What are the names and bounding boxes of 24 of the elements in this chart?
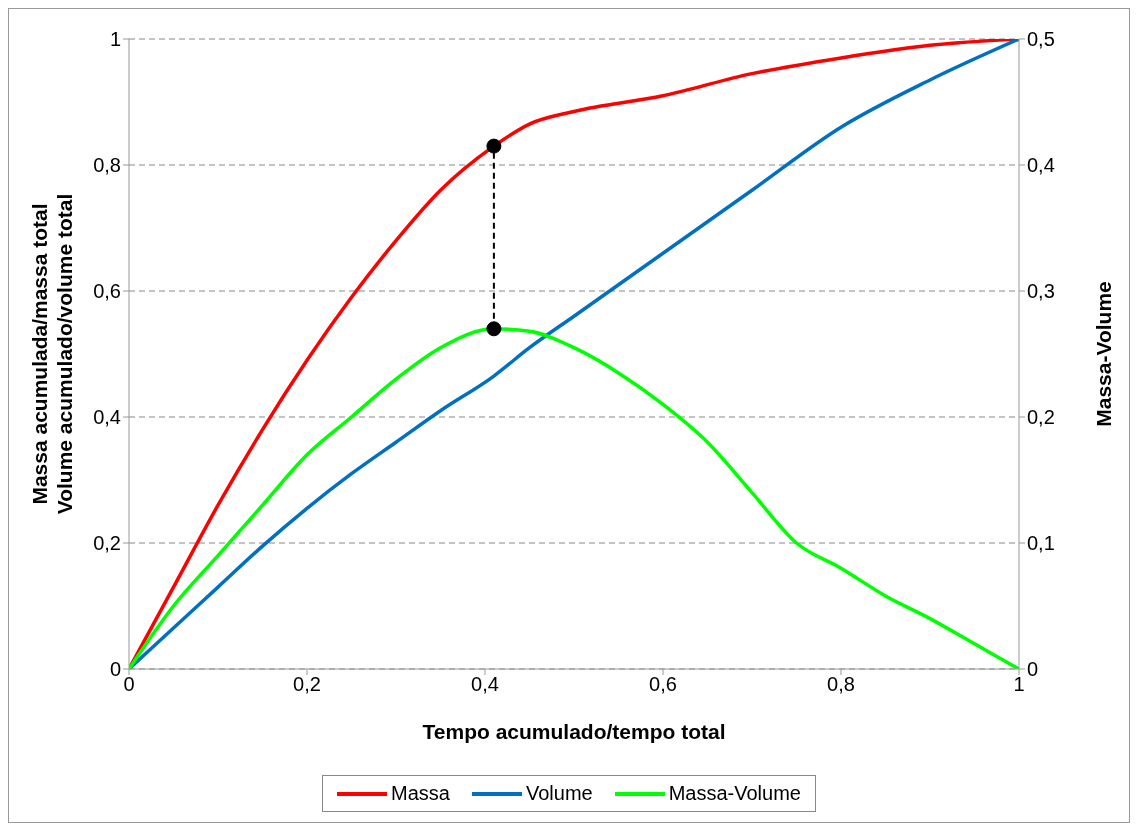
y-tick-label: 0,4 bbox=[93, 406, 121, 429]
y2-tick-label: 0,1 bbox=[1027, 532, 1055, 555]
y2-tick-label: 0,2 bbox=[1027, 406, 1055, 429]
x-axis-title: Tempo acumulado/tempo total bbox=[422, 720, 726, 743]
legend-label: Massa bbox=[391, 782, 450, 805]
y-tick-label: 0,6 bbox=[93, 280, 121, 303]
x-tick-label: 0,2 bbox=[293, 673, 321, 696]
y-tick-label: 0,8 bbox=[93, 154, 121, 177]
y-tick-label: 1 bbox=[109, 28, 121, 51]
x-tick-label: 1 bbox=[1013, 673, 1025, 696]
x-tick-label: 0 bbox=[123, 673, 135, 696]
legend-label: Massa-Volume bbox=[668, 782, 801, 805]
x-tick-label: 0,8 bbox=[827, 673, 855, 696]
y2-tick-label: 0,5 bbox=[1027, 28, 1055, 51]
y2-tick-label: 0 bbox=[1027, 658, 1039, 681]
x-tick-label: 0,4 bbox=[471, 673, 499, 696]
y2-axis-title: Massa-Volume bbox=[1092, 281, 1116, 427]
x-tick-label: 0,6 bbox=[649, 673, 677, 696]
y2-tick-label: 0,3 bbox=[1027, 280, 1055, 303]
y-axis-title: Massa acumulada/massa total Volume acumulado/volume total bbox=[28, 193, 76, 515]
y2-tick-label: 0,4 bbox=[1027, 154, 1055, 177]
legend-label: Volume bbox=[525, 782, 593, 805]
y-tick-label: 0 bbox=[109, 658, 121, 681]
y-tick-label: 0,2 bbox=[93, 532, 121, 555]
